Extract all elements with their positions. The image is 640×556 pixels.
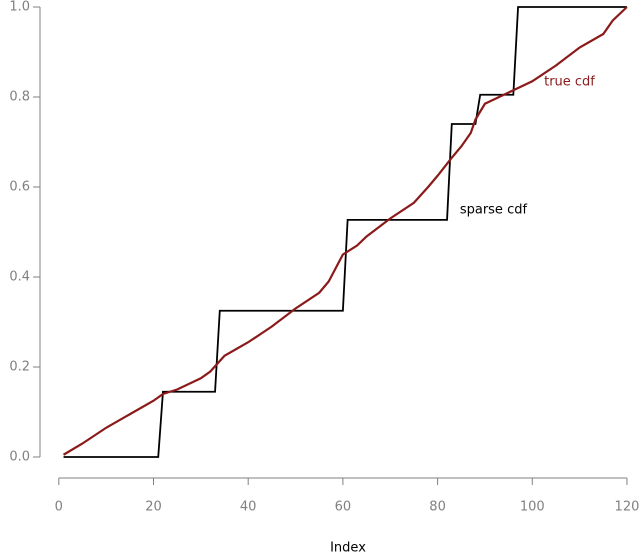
series-annotation: true cdf <box>544 75 595 90</box>
x-tick-label: 40 <box>240 500 257 515</box>
x-tick-label: 100 <box>520 500 545 515</box>
y-tick-label: 0.4 <box>9 270 30 285</box>
x-tick-label: 80 <box>429 500 446 515</box>
y-tick-label: 0.8 <box>9 90 30 105</box>
x-axis-label: Index <box>330 541 366 556</box>
cdf-line <box>62 6 628 456</box>
x-tick-label: 120 <box>615 500 640 515</box>
series-annotation: sparse cdf <box>460 202 528 217</box>
y-tick-label: 0.2 <box>9 360 30 375</box>
y-tick-label: 1.0 <box>9 0 30 15</box>
x-tick-label: 20 <box>145 500 162 515</box>
y-tick-label: 0.6 <box>9 180 30 195</box>
x-tick-label: 60 <box>335 500 352 515</box>
x-tick-label: 0 <box>55 500 63 515</box>
y-tick-label: 0.0 <box>9 450 30 465</box>
